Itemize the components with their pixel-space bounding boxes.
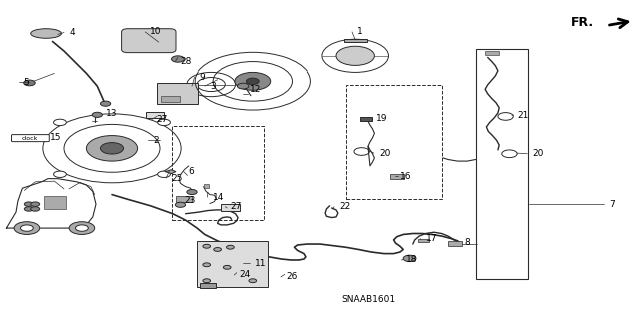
Circle shape <box>336 46 374 65</box>
Text: 20: 20 <box>379 149 390 158</box>
Circle shape <box>92 112 102 117</box>
Text: 21: 21 <box>517 111 529 120</box>
Circle shape <box>76 225 88 231</box>
Bar <box>197 241 268 287</box>
Circle shape <box>403 255 416 262</box>
Bar <box>157 83 198 104</box>
Text: 19: 19 <box>376 114 387 122</box>
Text: 13: 13 <box>106 109 117 118</box>
Bar <box>200 283 216 288</box>
Bar <box>161 96 180 102</box>
Bar <box>485 51 499 55</box>
Circle shape <box>86 136 138 161</box>
Circle shape <box>172 56 184 62</box>
Circle shape <box>203 279 211 283</box>
Circle shape <box>69 222 95 234</box>
Text: 26: 26 <box>286 272 298 281</box>
Bar <box>360 117 372 121</box>
Circle shape <box>54 119 67 126</box>
Text: 1: 1 <box>357 27 363 36</box>
Circle shape <box>214 248 221 251</box>
Circle shape <box>100 143 124 154</box>
Text: 17: 17 <box>426 234 437 243</box>
Bar <box>344 39 367 42</box>
Circle shape <box>187 189 197 195</box>
Circle shape <box>235 72 271 90</box>
Bar <box>146 112 164 118</box>
Bar <box>204 184 209 188</box>
Text: 11: 11 <box>255 259 266 268</box>
Text: 23: 23 <box>184 196 196 204</box>
Circle shape <box>227 245 234 249</box>
Bar <box>346 85 442 199</box>
Text: 12: 12 <box>250 85 261 94</box>
Text: 16: 16 <box>400 172 412 181</box>
Bar <box>418 239 429 242</box>
Text: 15: 15 <box>50 133 61 142</box>
Polygon shape <box>165 170 176 174</box>
Circle shape <box>14 222 40 234</box>
Text: 2: 2 <box>154 136 159 145</box>
FancyBboxPatch shape <box>122 29 176 53</box>
Bar <box>44 196 66 209</box>
Text: 18: 18 <box>406 256 418 264</box>
Circle shape <box>249 279 257 283</box>
Text: 24: 24 <box>239 271 251 279</box>
Text: 9: 9 <box>200 73 205 82</box>
Bar <box>476 49 528 279</box>
Circle shape <box>31 202 40 206</box>
Text: 6: 6 <box>189 167 195 176</box>
Text: 22: 22 <box>339 202 351 211</box>
Text: 8: 8 <box>464 238 470 247</box>
Text: 28: 28 <box>180 57 192 66</box>
Circle shape <box>24 202 33 206</box>
Text: 27: 27 <box>230 202 242 211</box>
Circle shape <box>203 244 211 248</box>
Circle shape <box>223 265 231 269</box>
Circle shape <box>246 78 259 85</box>
FancyBboxPatch shape <box>12 135 49 142</box>
Text: clock: clock <box>22 136 38 141</box>
Text: 27: 27 <box>157 115 168 124</box>
Ellipse shape <box>31 29 61 38</box>
Text: 25: 25 <box>172 174 183 182</box>
Bar <box>221 204 240 211</box>
Bar <box>176 196 192 202</box>
Text: 10: 10 <box>150 27 162 36</box>
Circle shape <box>31 207 40 211</box>
Text: FR.: FR. <box>571 16 594 29</box>
Text: 20: 20 <box>532 149 544 158</box>
Bar <box>448 241 462 246</box>
Bar <box>172 126 264 220</box>
Circle shape <box>203 263 211 267</box>
Text: 7: 7 <box>609 200 615 209</box>
Text: 5: 5 <box>24 78 29 87</box>
Circle shape <box>100 101 111 106</box>
Circle shape <box>175 202 186 207</box>
Text: 4: 4 <box>69 28 75 37</box>
Circle shape <box>20 225 33 231</box>
Circle shape <box>24 207 33 211</box>
Bar <box>390 174 404 179</box>
Text: 14: 14 <box>212 193 224 202</box>
Text: SNAAB1601: SNAAB1601 <box>341 295 395 304</box>
Circle shape <box>54 171 67 177</box>
Text: 3: 3 <box>210 82 216 91</box>
Circle shape <box>157 171 170 177</box>
Circle shape <box>24 80 35 86</box>
Circle shape <box>157 119 170 126</box>
Circle shape <box>237 83 249 89</box>
